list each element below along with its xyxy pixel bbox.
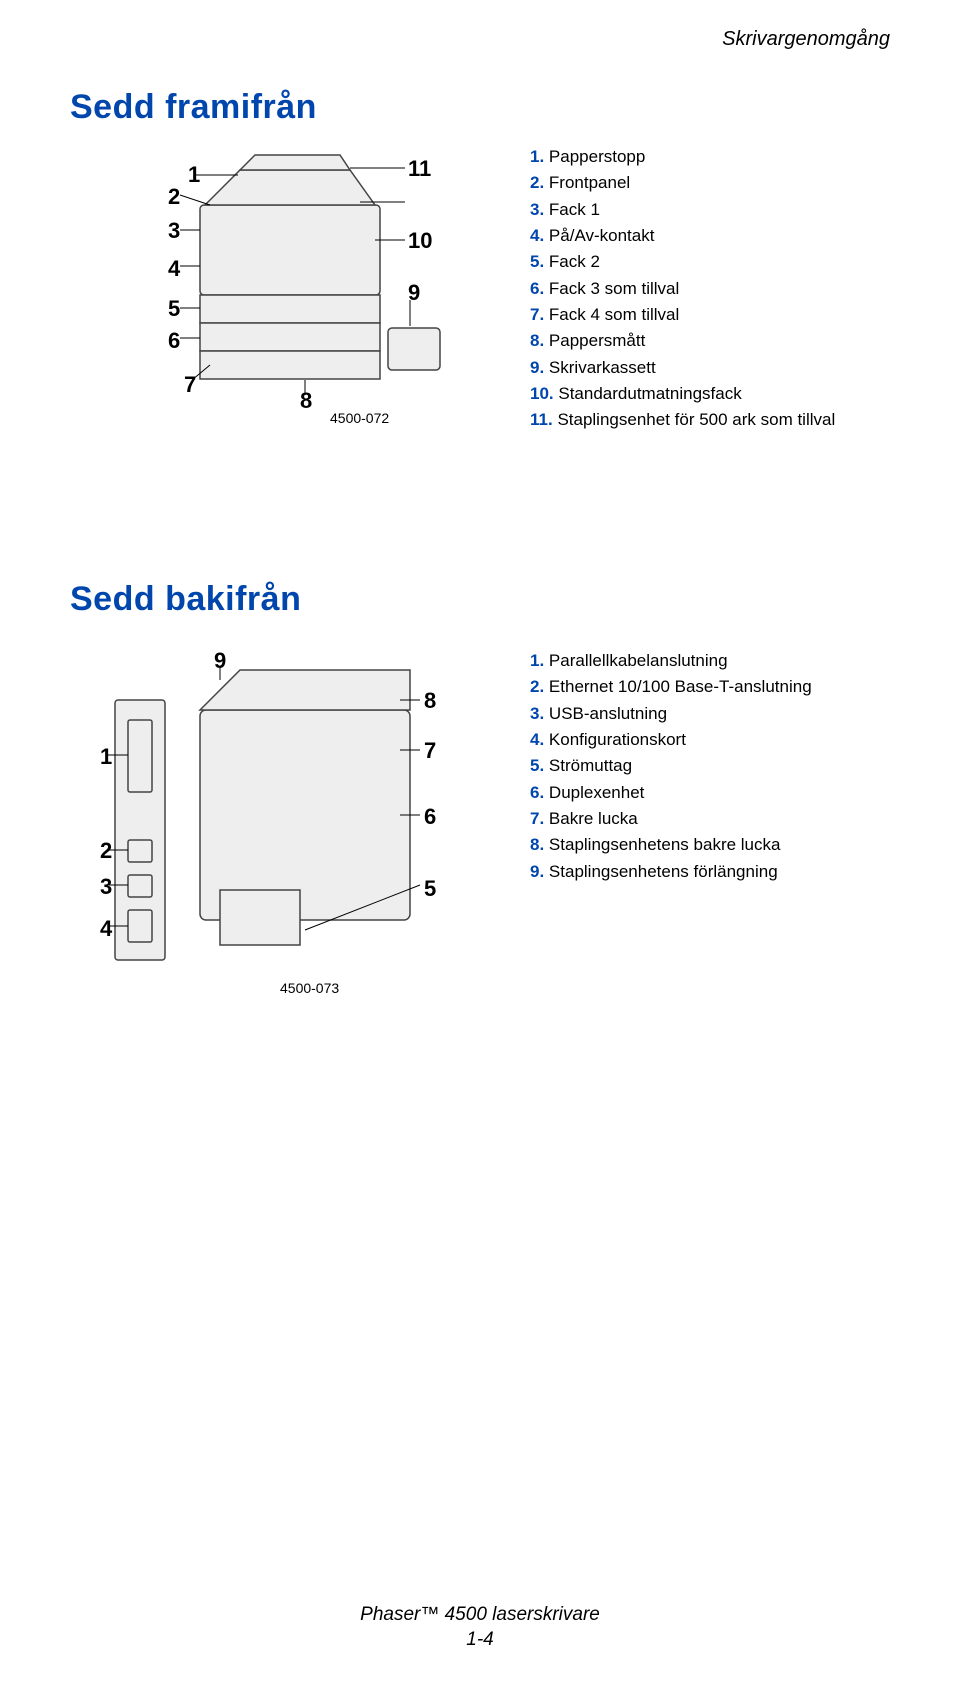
callout-b1: 1	[100, 744, 112, 770]
legend-item: 6. Fack 3 som tillval	[530, 276, 835, 302]
legend-item: 1. Papperstopp	[530, 144, 835, 170]
callout-b8: 8	[424, 688, 436, 714]
legend-item: 3. USB-anslutning	[530, 701, 812, 727]
legend-item: 4. På/Av-kontakt	[530, 223, 835, 249]
callout-8: 8	[300, 388, 312, 414]
legend-item: 2. Ethernet 10/100 Base-T-anslutning	[530, 674, 812, 700]
callout-6: 6	[168, 328, 180, 354]
callout-9: 9	[408, 280, 420, 306]
legend-item: 9. Staplingsenhetens förlängning	[530, 859, 812, 885]
chapter-heading: Skrivargenomgång	[722, 28, 890, 51]
front-diagram-caption: 4500-072	[330, 410, 389, 426]
callout-b4: 4	[100, 916, 112, 942]
front-view-title: Sedd framifrån	[70, 88, 317, 127]
legend-item: 11. Staplingsenhet för 500 ark som tillv…	[530, 407, 835, 433]
legend-item: 2. Frontpanel	[530, 170, 835, 196]
legend-item: 7. Fack 4 som tillval	[530, 302, 835, 328]
front-view-diagram: 1 2 3 4 5 6 7 8 9 10 11 4500-072	[150, 150, 460, 440]
legend-item: 8. Staplingsenhetens bakre lucka	[530, 832, 812, 858]
callout-b5: 5	[424, 876, 436, 902]
back-view-title: Sedd bakifrån	[70, 580, 301, 619]
callout-b6: 6	[424, 804, 436, 830]
callout-b3: 3	[100, 874, 112, 900]
legend-item: 1. Parallellkabelanslutning	[530, 648, 812, 674]
callout-10: 10	[408, 228, 432, 254]
legend-item: 5. Strömuttag	[530, 753, 812, 779]
callout-11: 11	[408, 156, 431, 182]
legend-item: 5. Fack 2	[530, 249, 835, 275]
back-legend: 1. Parallellkabelanslutning 2. Ethernet …	[530, 648, 812, 885]
callout-1: 1	[188, 162, 200, 188]
legend-item: 6. Duplexenhet	[530, 780, 812, 806]
callout-b7: 7	[424, 738, 436, 764]
printer-back-illustration	[100, 640, 460, 1030]
callout-b2: 2	[100, 838, 112, 864]
back-view-diagram: 1 2 3 4 5 6 7 8 9 4500-073	[100, 640, 460, 1030]
footer-page-number: 1-4	[0, 1627, 960, 1653]
footer-product: Phaser™ 4500 laserskrivare	[0, 1602, 960, 1628]
callout-b9: 9	[214, 648, 226, 674]
page-footer: Phaser™ 4500 laserskrivare 1-4	[0, 1602, 960, 1653]
callout-2: 2	[168, 184, 180, 210]
front-legend: 1. Papperstopp 2. Frontpanel 3. Fack 1 4…	[530, 144, 835, 434]
back-diagram-caption: 4500-073	[280, 980, 339, 996]
legend-item: 3. Fack 1	[530, 197, 835, 223]
legend-item: 4. Konfigurationskort	[530, 727, 812, 753]
callout-3: 3	[168, 218, 180, 244]
legend-item: 8. Pappersmått	[530, 328, 835, 354]
callout-5: 5	[168, 296, 180, 322]
callout-4: 4	[168, 256, 180, 282]
legend-item: 10. Standardutmatningsfack	[530, 381, 835, 407]
legend-item: 9. Skrivarkassett	[530, 355, 835, 381]
legend-item: 7. Bakre lucka	[530, 806, 812, 832]
callout-7: 7	[184, 372, 196, 398]
